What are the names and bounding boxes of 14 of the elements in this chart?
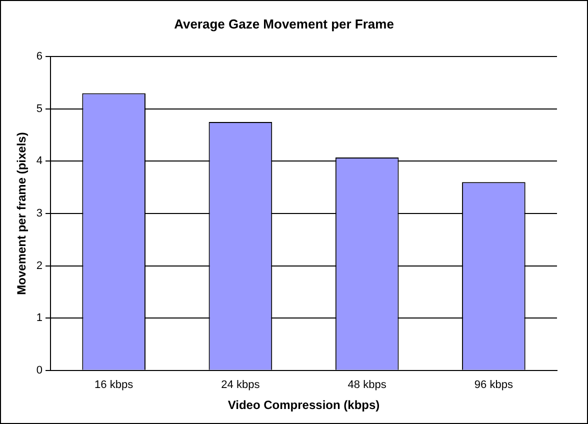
- y-axis-title: Movement per frame (pixels): [14, 132, 29, 295]
- x-tick-label: 48 kbps: [348, 379, 387, 392]
- y-tick-label: 5: [36, 102, 43, 115]
- x-tick-label: 16 kbps: [94, 379, 134, 392]
- y-tick-label: 2: [36, 260, 43, 272]
- chart-title: Average Gaze Movement per Frame: [174, 16, 394, 32]
- y-tick-label: 3: [36, 208, 43, 220]
- y-tick-label: 6: [36, 50, 43, 63]
- y-tick-label: 1: [36, 312, 43, 324]
- y-tick-label: 4: [36, 155, 43, 168]
- x-tick-label: 24 kbps: [221, 379, 260, 392]
- y-tick-label: 0: [36, 364, 43, 376]
- x-tick-label: 96 kbps: [474, 379, 514, 392]
- x-axis-title: Video Compression (kbps): [228, 398, 380, 412]
